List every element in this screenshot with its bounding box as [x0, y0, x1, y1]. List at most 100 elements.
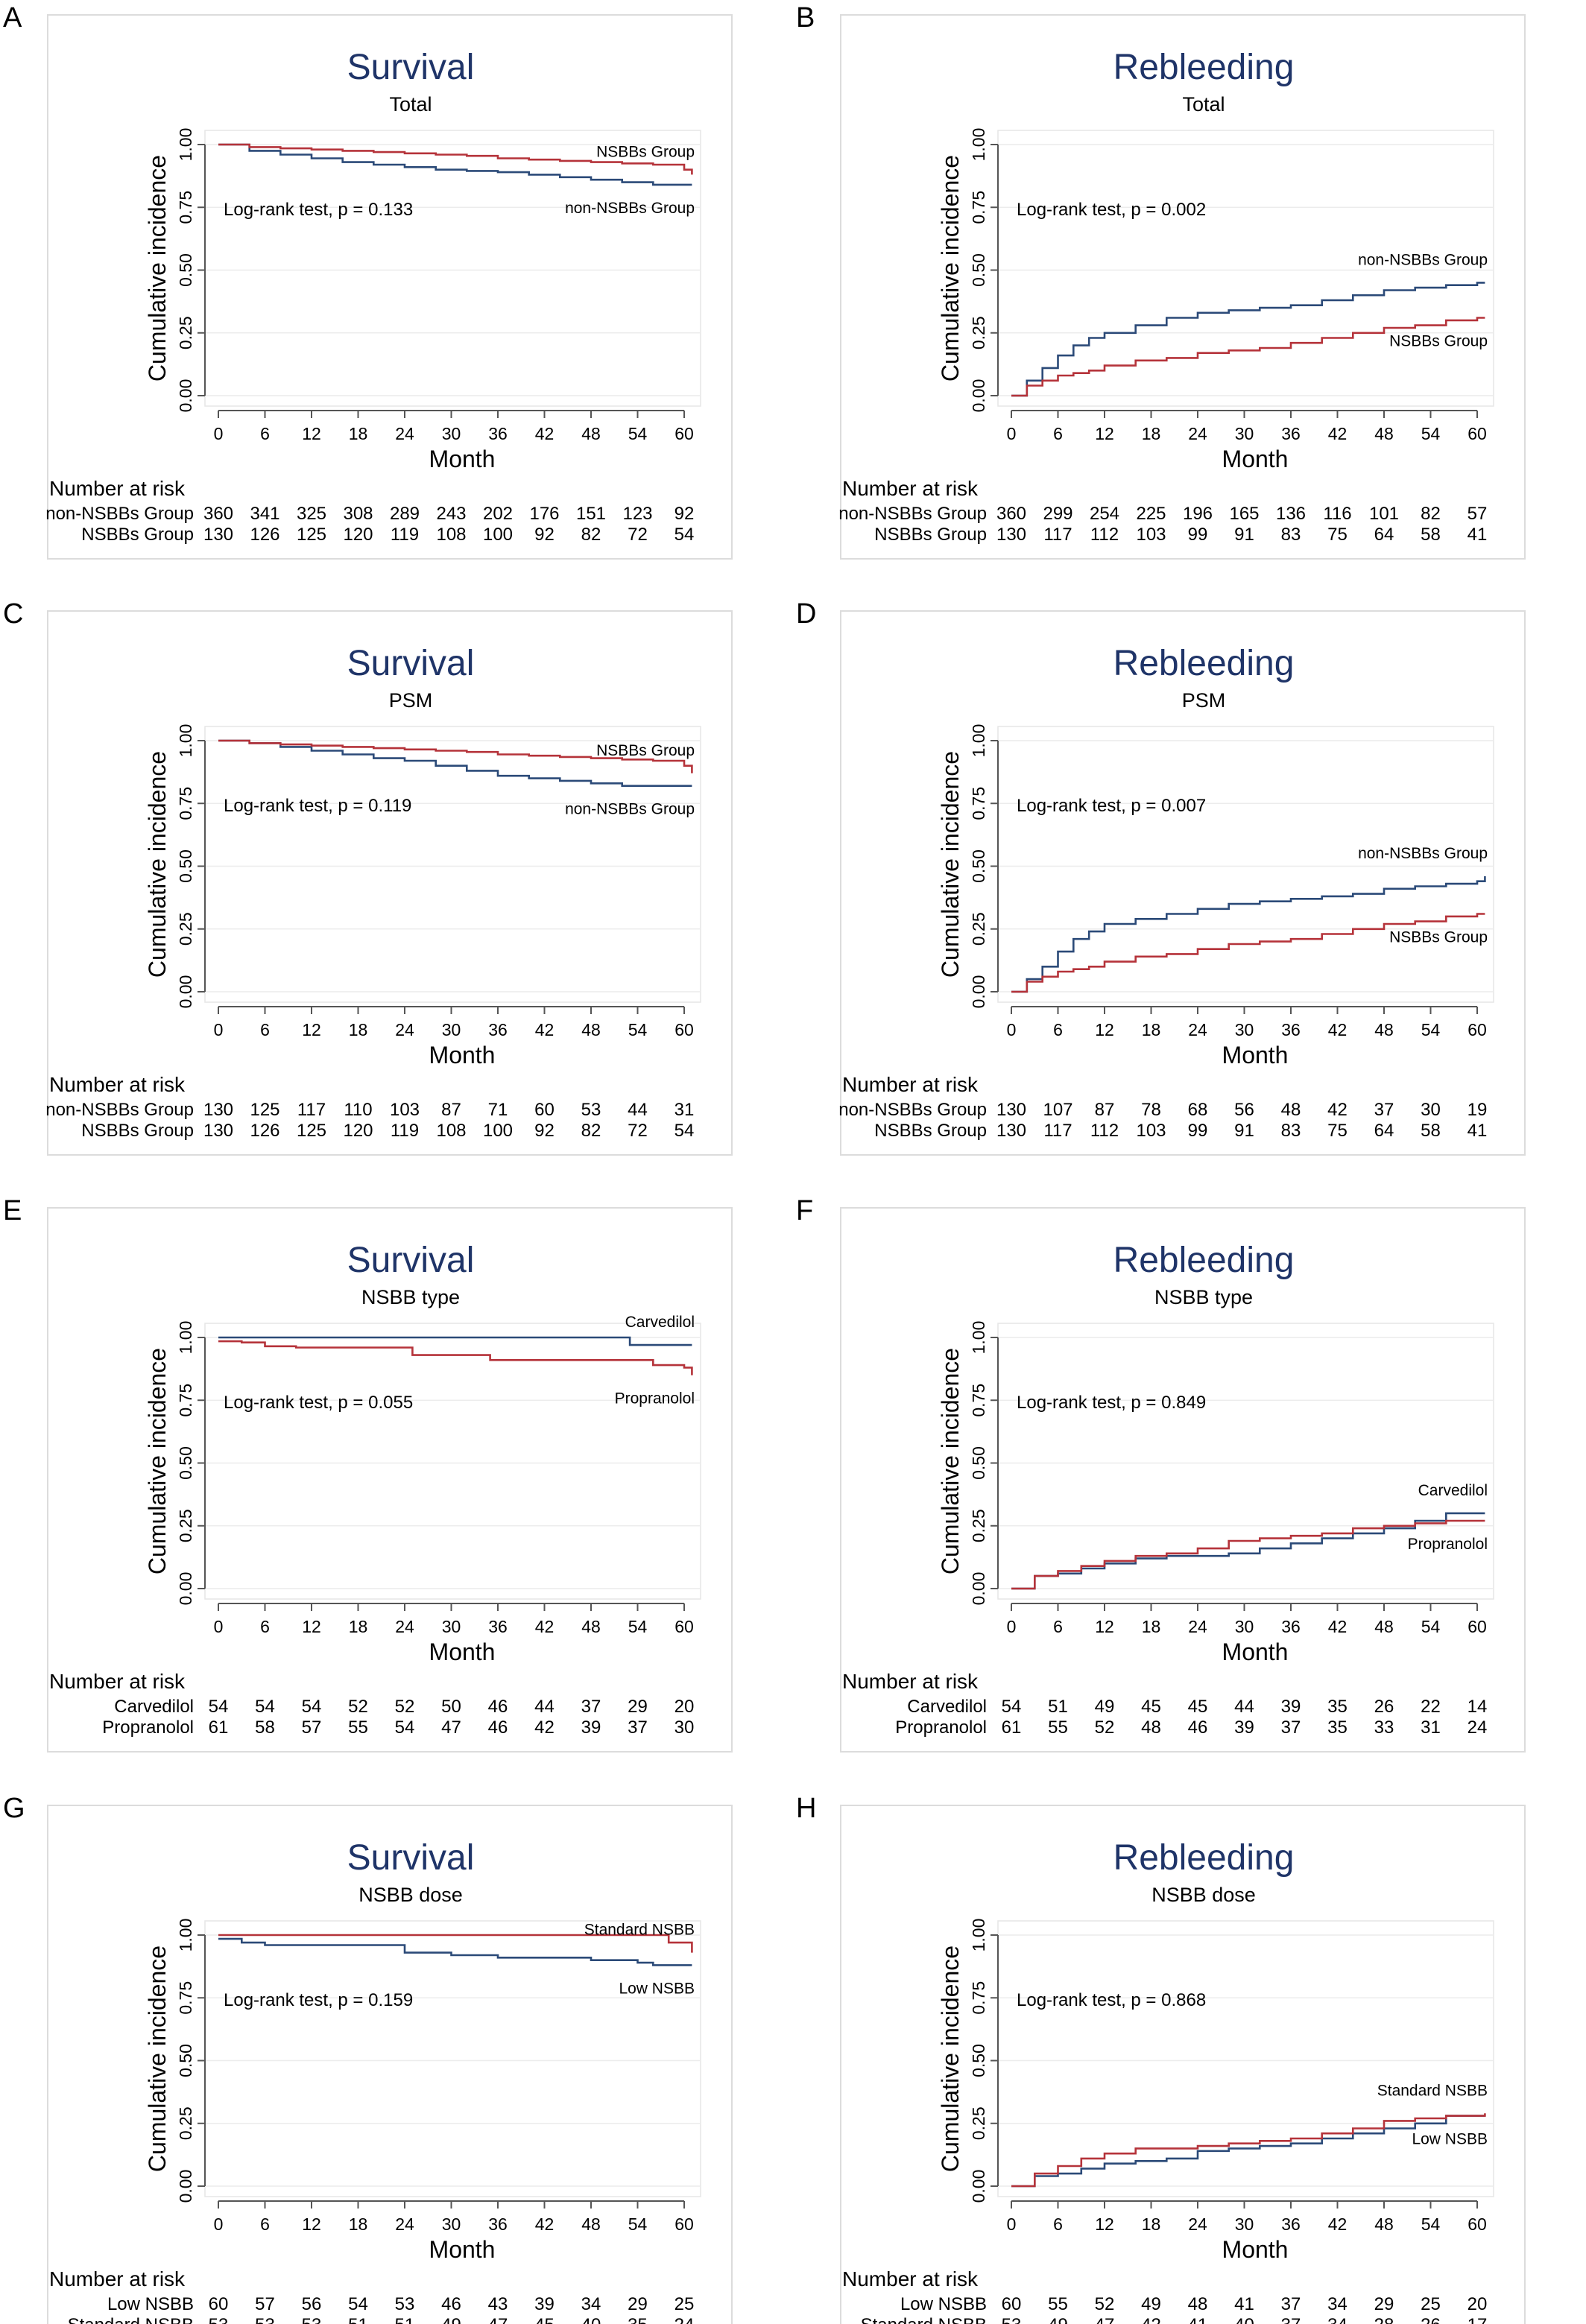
panel-frame	[47, 1805, 733, 2324]
risk-value: 46	[488, 1697, 508, 1717]
x-axis-title: Month	[429, 1042, 496, 1068]
series-line-red	[218, 143, 693, 175]
panel-A: A Survival Total 0.00 0.25 0.50 0.75 1.00 Cumula…	[3, 2, 733, 560]
risk-title: Number at risk	[842, 2267, 979, 2290]
y-axis-title: Cumulative incidence	[937, 751, 964, 978]
risk-value: 176	[529, 504, 559, 524]
y-tick-label: 0.50	[176, 2044, 195, 2077]
risk-value: 130	[203, 1121, 233, 1141]
risk-row-label: NSBBs Group	[874, 525, 987, 545]
series-label: NSBBs Group	[596, 742, 695, 759]
y-tick-label: 0.00	[176, 379, 195, 413]
x-tick-label: 24	[395, 424, 414, 443]
risk-value: 125	[297, 525, 326, 545]
x-axis-title: Month	[1222, 2236, 1289, 2263]
y-tick-label: 0.25	[176, 2106, 195, 2140]
y-tick-label: 0.75	[176, 191, 195, 224]
series-label: non-NSBBs Group	[1358, 251, 1488, 268]
risk-value: 289	[390, 504, 420, 524]
x-tick-label: 24	[395, 1617, 414, 1636]
y-tick-label: 0.00	[969, 1572, 988, 1606]
plot-area	[997, 726, 1494, 1003]
risk-value: 39	[1234, 1717, 1254, 1738]
y-tick-label: 0.25	[969, 1509, 988, 1542]
y-tick-label: 0.75	[969, 1981, 988, 2015]
risk-value: 55	[348, 1717, 368, 1738]
y-axis-title: Cumulative incidence	[144, 751, 171, 978]
risk-value: 46	[1188, 1717, 1208, 1738]
series-label: Standard NSBB	[584, 1922, 695, 1939]
logrank-annotation: Log-rank test, p = 0.849	[1017, 1393, 1206, 1413]
risk-value: 48	[1281, 1100, 1301, 1120]
chart-subtitle: Total	[389, 93, 432, 115]
series-label: Carvedilol	[625, 1314, 695, 1331]
plot-area	[204, 1920, 701, 2197]
risk-value: 60	[1002, 2294, 1022, 2314]
x-tick-label: 36	[1281, 424, 1301, 443]
risk-value: 45	[534, 2315, 555, 2324]
risk-value: 40	[581, 2315, 601, 2324]
risk-value: 103	[1136, 1121, 1166, 1141]
risk-value: 52	[1095, 1717, 1115, 1738]
logrank-annotation: Log-rank test, p = 0.055	[224, 1393, 413, 1413]
chart-title: Survival	[347, 644, 475, 683]
risk-value: 110	[344, 1100, 372, 1120]
y-axis-title: Cumulative incidence	[937, 155, 964, 381]
y-tick-label: 1.00	[176, 724, 195, 758]
risk-value: 54	[255, 1697, 275, 1717]
risk-value: 130	[203, 525, 233, 545]
risk-value: 20	[674, 1697, 695, 1717]
risk-value: 34	[581, 2294, 601, 2314]
chart-title: Survival	[347, 48, 475, 87]
panel-frame	[47, 610, 733, 1156]
x-tick-label: 6	[1053, 1617, 1063, 1636]
risk-value: 130	[996, 525, 1026, 545]
y-tick-label: 0.50	[969, 2044, 988, 2077]
risk-value: 46	[488, 1717, 508, 1738]
x-tick-label: 36	[1281, 2214, 1301, 2234]
x-tick-label: 30	[1235, 1617, 1254, 1636]
plot-area	[997, 1920, 1494, 2197]
risk-value: 91	[1234, 525, 1254, 545]
series-label: Carvedilol	[1418, 1482, 1488, 1499]
y-axis-title: Cumulative incidence	[144, 1945, 171, 2172]
x-tick-label: 54	[628, 1617, 648, 1636]
x-tick-label: 18	[1142, 1020, 1161, 1039]
series-line-red	[1011, 317, 1485, 397]
chart-title: Survival	[347, 1838, 475, 1878]
y-tick-label: 0.25	[176, 1509, 195, 1542]
x-tick-label: 60	[1467, 424, 1487, 443]
risk-value: 120	[343, 525, 373, 545]
x-axis-title: Month	[429, 1638, 496, 1665]
y-tick-label: 0.50	[176, 253, 195, 287]
risk-value: 33	[1374, 1717, 1394, 1738]
risk-value: 51	[395, 2315, 415, 2324]
x-tick-label: 60	[1467, 2214, 1487, 2234]
risk-value: 48	[1188, 2294, 1208, 2314]
risk-value: 116	[1323, 504, 1351, 524]
panel-H: H Rebleeding NSBB dose 0.00 0.25 0.50 0.75 1.00…	[796, 1793, 1526, 2324]
risk-value: 83	[1281, 525, 1301, 545]
x-tick-label: 42	[1328, 424, 1348, 443]
x-tick-label: 60	[1467, 1617, 1487, 1636]
risk-value: 87	[1095, 1100, 1115, 1120]
x-tick-label: 60	[674, 2214, 694, 2234]
x-tick-label: 0	[214, 2214, 224, 2234]
x-tick-label: 30	[442, 1617, 461, 1636]
risk-value: 44	[628, 1100, 648, 1120]
risk-row-label: non-NSBBs Group	[838, 1100, 987, 1120]
x-tick-label: 42	[535, 1617, 555, 1636]
risk-value: 46	[441, 2294, 461, 2314]
panel-letter: G	[3, 1793, 25, 1824]
risk-value: 92	[674, 504, 695, 524]
risk-row-label: Standard NSBB	[861, 2315, 987, 2324]
risk-value: 108	[436, 525, 466, 545]
x-tick-label: 48	[581, 2214, 601, 2234]
risk-value: 202	[483, 504, 513, 524]
y-axis-title: Cumulative incidence	[144, 155, 171, 381]
x-tick-label: 36	[488, 424, 508, 443]
risk-value: 30	[674, 1717, 695, 1738]
y-tick-label: 0.25	[969, 2106, 988, 2140]
risk-value: 34	[1327, 2315, 1348, 2324]
x-axis-title: Month	[429, 446, 496, 472]
